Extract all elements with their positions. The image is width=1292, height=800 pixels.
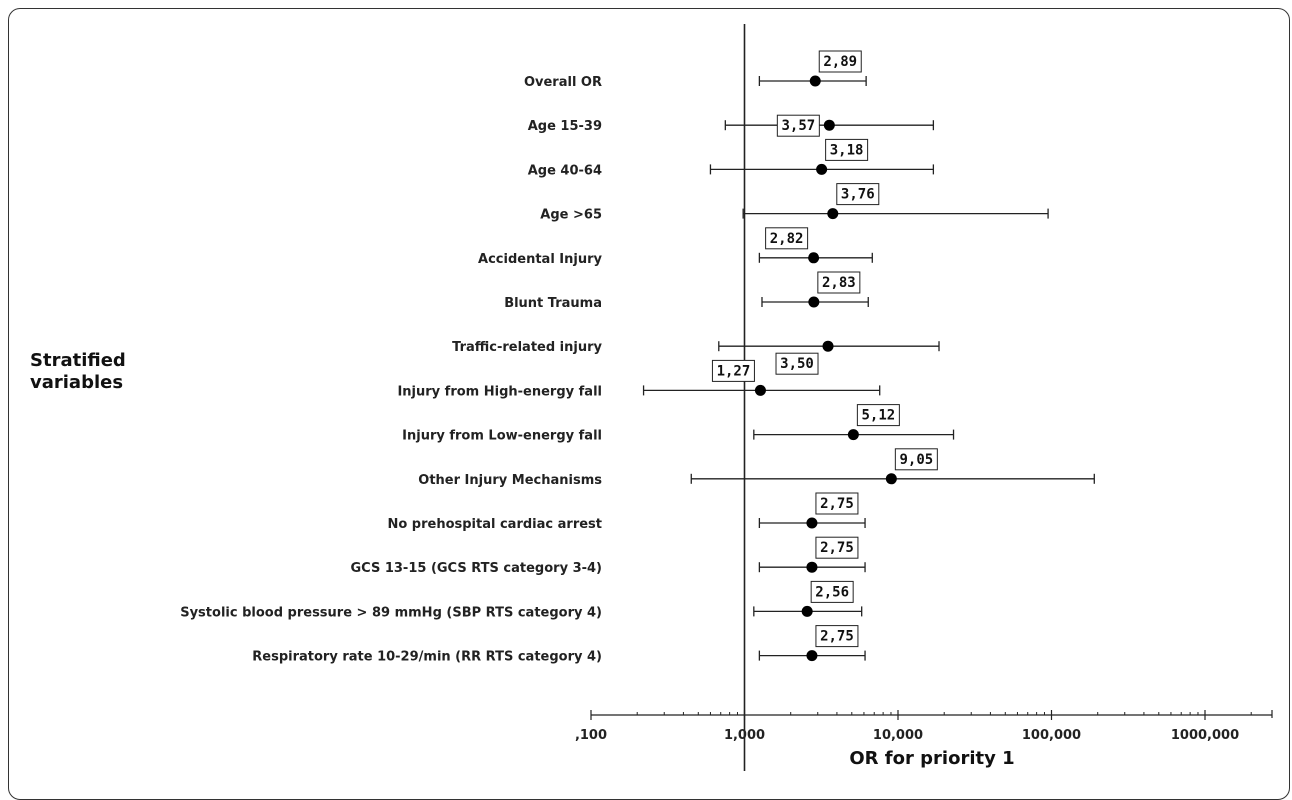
forest-row: Overall OR 2,89 [524, 50, 867, 90]
forest-row: No prehospital cardiac arrest 2,75 [387, 492, 866, 532]
value-label: 1,27 [717, 363, 751, 379]
y-axis-title: Stratified variables [30, 350, 126, 393]
x-tick-label: 1000,000 [1171, 728, 1239, 743]
value-label-box [775, 352, 819, 375]
forest-row: Age >65 3,76 [540, 183, 1049, 223]
x-axis: ,100 1,000 10,000 100,000 1000,000 [575, 710, 1273, 743]
value-label-box [810, 580, 854, 603]
row-label: GCS 13-15 (GCS RTS category 3-4) [351, 561, 603, 576]
forest-plot: Stratified variables Overall OR 2,89 Age 1… [30, 24, 1273, 771]
value-label: 2,75 [820, 540, 854, 556]
forest-row: Accidental Injury 2,82 [478, 227, 873, 267]
forest-row: Injury from Low-energy fall 5,12 [402, 404, 955, 444]
value-label: 3,18 [830, 142, 864, 158]
row-label: Age 15-39 [528, 119, 602, 134]
forest-row: Age 15-39 3,57 [528, 114, 935, 137]
value-label: 2,75 [820, 496, 854, 512]
point-estimate-marker [808, 296, 820, 308]
value-label: 5,12 [862, 408, 896, 424]
value-label-box [765, 227, 809, 250]
chart-frame [8, 8, 1290, 800]
x-tick-label: 10,000 [873, 728, 923, 743]
value-label: 2,82 [770, 231, 804, 247]
row-label: No prehospital cardiac arrest [387, 517, 602, 532]
value-label: 2,75 [820, 629, 854, 645]
x-tick-label: 100,000 [1022, 728, 1081, 743]
point-estimate-marker [822, 340, 834, 352]
row-label: Other Injury Mechanisms [418, 473, 602, 488]
forest-row: Systolic blood pressure > 89 mmHg (SBP R… [180, 580, 863, 620]
y-axis-title-line1: Stratified [30, 350, 126, 371]
value-label: 2,89 [823, 54, 857, 70]
row-label: Blunt Trauma [504, 296, 602, 311]
point-estimate-marker [806, 517, 818, 529]
value-label: 2,56 [815, 584, 849, 600]
point-estimate-marker [801, 605, 813, 617]
point-estimate-marker [808, 252, 820, 264]
point-estimate-marker [754, 384, 766, 396]
value-label-box [711, 359, 755, 382]
value-label: 9,05 [899, 452, 933, 468]
x-axis-title: OR for priority 1 [849, 748, 1014, 769]
forest-row: Blunt Trauma 2,83 [504, 271, 869, 311]
row-label: Accidental Injury [478, 252, 602, 267]
point-estimate-marker [809, 75, 821, 87]
forest-row: Traffic-related injury 3,50 [452, 340, 940, 375]
x-tick-label: 1,000 [724, 728, 765, 743]
value-label: 3,50 [780, 356, 814, 372]
point-estimate-marker [806, 561, 818, 573]
row-label: Injury from High-energy fall [397, 384, 602, 399]
value-label-box [836, 183, 880, 206]
forest-row: Age 40-64 3,18 [528, 138, 935, 178]
row-label: Systolic blood pressure > 89 mmHg (SBP R… [180, 605, 602, 620]
point-estimate-marker [823, 119, 835, 131]
value-label: 3,76 [841, 187, 875, 203]
forest-row: Other Injury Mechanisms 9,05 [418, 448, 1095, 488]
value-label-box [815, 536, 859, 559]
row-label: Age 40-64 [528, 163, 602, 178]
value-label: 2,83 [822, 275, 856, 291]
value-label-box [818, 50, 862, 73]
value-label-box [815, 625, 859, 648]
row-label: Overall OR [524, 75, 602, 90]
value-label-box [817, 271, 861, 294]
value-label-box [894, 448, 938, 471]
y-axis-title-line2: variables [30, 372, 123, 393]
value-label-box [815, 492, 859, 515]
point-estimate-marker [816, 163, 828, 175]
forest-row: Respiratory rate 10-29/min (RR RTS categ… [252, 625, 866, 665]
point-estimate-marker [806, 650, 818, 662]
row-label: Traffic-related injury [452, 340, 602, 355]
point-estimate-marker [827, 208, 839, 220]
forest-row: GCS 13-15 (GCS RTS category 3-4) 2,75 [351, 536, 866, 576]
row-label: Age >65 [540, 208, 602, 223]
forest-row: Injury from High-energy fall 1,27 [397, 359, 881, 399]
value-label-box [856, 404, 900, 427]
point-estimate-marker [847, 429, 859, 441]
value-label-box [776, 114, 820, 137]
value-label-box [825, 138, 869, 161]
value-label: 3,57 [781, 118, 815, 134]
forest-rows: Overall OR 2,89 Age 15-39 3,57 Age 40-64 3,18… [180, 50, 1095, 665]
point-estimate-marker [885, 473, 897, 485]
row-label: Injury from Low-energy fall [402, 429, 602, 444]
x-tick-label: ,100 [575, 728, 607, 743]
row-label: Respiratory rate 10-29/min (RR RTS categ… [252, 650, 602, 665]
